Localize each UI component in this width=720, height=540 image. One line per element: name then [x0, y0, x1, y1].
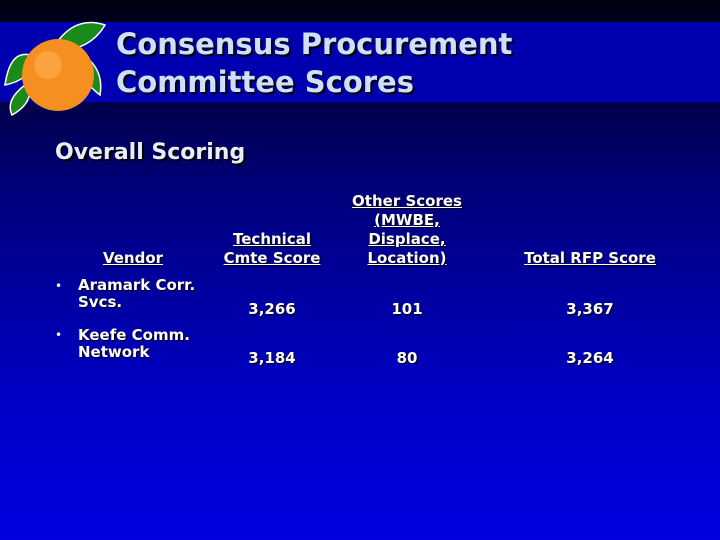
subtitle: Overall Scoring	[55, 140, 246, 165]
score: 3,184	[248, 349, 296, 367]
score: 101	[391, 300, 423, 318]
vendor-name: Keefe Comm. Network	[78, 326, 190, 361]
bullet: •	[55, 328, 63, 342]
score: 3,266	[248, 300, 296, 318]
bullet: •	[55, 279, 63, 293]
title-line: Consensus Procurement	[116, 27, 513, 61]
title-line: Committee Scores	[116, 65, 414, 99]
column-header: Total RFP Score	[524, 249, 656, 267]
orange-icon	[4, 21, 107, 117]
column-header: Other Scores (MWBE, Displace, Location)	[352, 192, 462, 267]
column-header: Vendor	[102, 249, 164, 267]
score: 80	[396, 349, 418, 367]
title-band	[0, 22, 720, 102]
column-header: Technical Cmte Score	[223, 230, 321, 267]
score: 3,367	[566, 300, 614, 318]
score: 3,264	[566, 349, 614, 367]
vendor-name: Aramark Corr. Svcs.	[78, 276, 196, 311]
